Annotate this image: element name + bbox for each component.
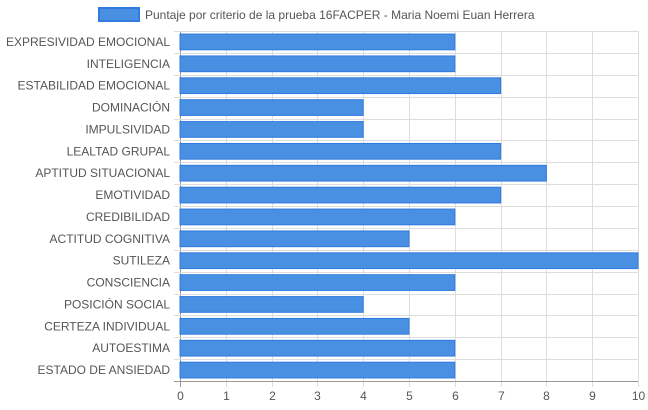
y-category-label: APTITUD SITUACIONAL xyxy=(35,166,170,180)
legend[interactable]: Puntaje por criterio de la prueba 16FACP… xyxy=(98,7,535,22)
x-tick-label: 7 xyxy=(498,389,505,403)
y-category-label: CONSCIENCIA xyxy=(87,276,170,290)
x-tick-label: 6 xyxy=(452,389,459,403)
bar[interactable] xyxy=(179,186,502,204)
bar[interactable] xyxy=(179,121,364,138)
bar[interactable] xyxy=(179,361,456,379)
bar[interactable] xyxy=(179,142,502,160)
y-category-label: CERTEZA INDIVIDUAL xyxy=(44,319,170,333)
y-category-label: CREDIBILIDAD xyxy=(86,210,170,224)
legend-swatch[interactable] xyxy=(98,7,140,22)
y-category-label: SUTILEZA xyxy=(113,254,170,268)
bar[interactable] xyxy=(179,33,456,51)
x-tick-label: 10 xyxy=(632,389,646,403)
bars-layer xyxy=(179,33,639,379)
y-category-label: LEALTAD GRUPAL xyxy=(67,144,171,158)
y-category-label: POSICIÓN SOCIAL xyxy=(64,296,170,311)
x-tick-label: 4 xyxy=(360,389,367,403)
bar[interactable] xyxy=(179,296,364,313)
bar[interactable] xyxy=(179,317,410,335)
y-category-label: AUTOESTIMA xyxy=(92,341,170,355)
y-category-label: IMPULSIVIDAD xyxy=(85,122,170,136)
y-category-label: ESTADO DE ANSIEDAD xyxy=(38,363,171,377)
bar[interactable] xyxy=(179,252,639,270)
x-axis-labels: 0 1 2 3 4 5 6 7 8 9 10 xyxy=(177,389,645,403)
bar[interactable] xyxy=(179,99,364,116)
x-tick-label: 2 xyxy=(269,389,276,403)
bar[interactable] xyxy=(179,230,410,248)
y-category-label: EMOTIVIDAD xyxy=(95,188,170,202)
x-tick-label: 8 xyxy=(543,389,550,403)
bar[interactable] xyxy=(179,339,456,357)
bar[interactable] xyxy=(179,274,456,291)
bar[interactable] xyxy=(179,55,456,73)
y-category-label: INTELIGENCIA xyxy=(87,57,170,71)
x-tick-label: 9 xyxy=(589,389,596,403)
bar[interactable] xyxy=(179,164,547,182)
x-tick-label: 3 xyxy=(314,389,321,403)
x-tick-label: 0 xyxy=(177,389,184,403)
y-category-label: EXPRESIVIDAD EMOCIONAL xyxy=(6,35,170,49)
x-tick-label: 5 xyxy=(406,389,413,403)
x-tick-label: 1 xyxy=(223,389,230,403)
bar[interactable] xyxy=(179,208,456,226)
y-axis-labels: EXPRESIVIDAD EMOCIONAL INTELIGENCIA ESTABI… xyxy=(6,35,170,377)
y-category-label: ACTITUD COGNITIVA xyxy=(50,232,170,246)
y-category-label: DOMINACIÓN xyxy=(92,100,170,115)
legend-label[interactable]: Puntaje por criterio de la prueba 16FACP… xyxy=(145,8,535,22)
y-category-label: ESTABILIDAD EMOCIONAL xyxy=(18,79,171,93)
bar[interactable] xyxy=(179,77,502,95)
